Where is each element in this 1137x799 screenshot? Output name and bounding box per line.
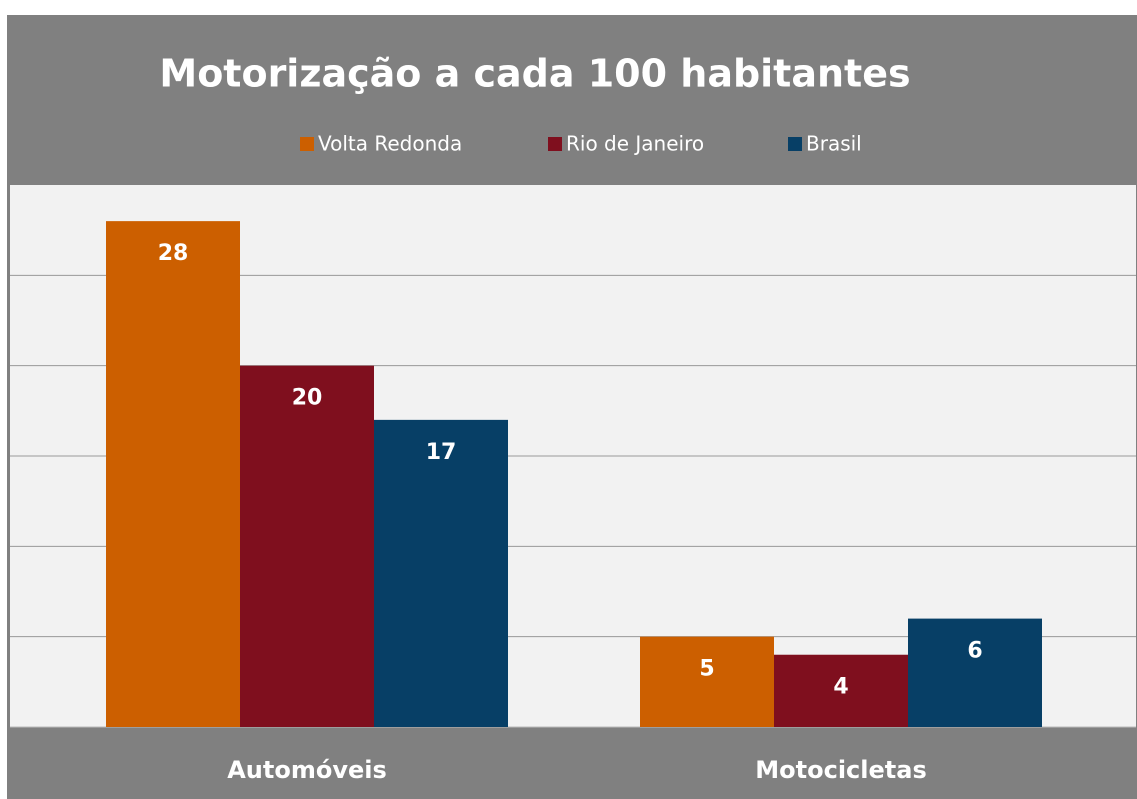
legend-label: Rio de Janeiro	[566, 132, 704, 156]
legend-label: Volta Redonda	[318, 132, 462, 156]
data-label: 5	[699, 657, 714, 682]
data-label: 4	[833, 675, 848, 700]
bar	[240, 365, 374, 727]
legend-swatch	[300, 137, 314, 151]
x-tick-label: Automóveis	[227, 756, 387, 784]
x-tick-label: Motocicletas	[755, 756, 926, 784]
legend-swatch	[548, 137, 562, 151]
legend-label: Brasil	[806, 132, 862, 156]
data-label: 6	[967, 639, 982, 664]
chart-title: Motorização a cada 100 habitantes	[159, 52, 910, 96]
legend-swatch	[788, 137, 802, 151]
data-label: 28	[158, 241, 189, 266]
data-label: 17	[426, 440, 457, 465]
data-label: 20	[292, 386, 323, 411]
bar	[106, 221, 240, 727]
bar	[374, 419, 508, 727]
bar	[774, 654, 908, 727]
bar	[908, 618, 1042, 727]
bar	[640, 636, 774, 727]
